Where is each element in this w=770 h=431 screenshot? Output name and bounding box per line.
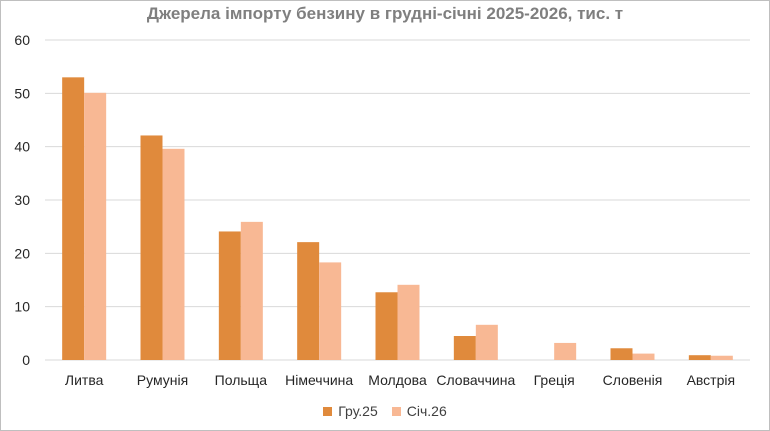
x-axis-ticks: Литва Румунія Польща Німеччина Молдова Словач… — [65, 372, 735, 388]
x-tick-label: Молдова — [368, 372, 427, 388]
bar-4-series-0 — [375, 292, 398, 360]
legend-label-series-0: Гру.25 — [338, 403, 378, 419]
x-tick-label: Польща — [215, 372, 268, 388]
y-axis-ticks: 0 10 20 30 40 50 60 — [14, 32, 30, 368]
bar-3-series-1 — [319, 262, 342, 360]
y-tick-label: 0 — [22, 352, 30, 368]
bar-7-series-1 — [632, 353, 655, 360]
bar-5-series-1 — [475, 324, 498, 360]
x-tick-label: Греція — [534, 372, 575, 388]
bars — [62, 77, 733, 361]
chart-title: Джерела імпорту бензину в грудні-січні 2… — [146, 4, 624, 23]
bar-0-series-1 — [84, 92, 107, 361]
y-tick-label: 10 — [14, 299, 30, 315]
bar-8-series-0 — [688, 355, 711, 360]
legend-item-series-0: Гру.25 — [323, 403, 378, 419]
bar-5-series-0 — [453, 336, 476, 360]
bar-3-series-0 — [297, 242, 320, 360]
legend-item-series-1: Січ.26 — [391, 403, 447, 419]
y-tick-label: 50 — [14, 85, 30, 101]
legend-swatch-series-1 — [391, 406, 401, 416]
bar-4-series-1 — [397, 284, 420, 360]
x-tick-label: Литва — [65, 372, 104, 388]
y-tick-label: 40 — [14, 139, 30, 155]
legend-swatch-series-0 — [323, 406, 333, 416]
y-tick-label: 30 — [14, 192, 30, 208]
bar-7-series-0 — [610, 348, 633, 360]
bar-0-series-0 — [62, 77, 85, 360]
bar-1-series-1 — [162, 148, 185, 360]
legend: Гру.25 Січ.26 — [0, 403, 770, 419]
x-tick-label: Австрія — [687, 372, 736, 388]
bar-2-series-1 — [240, 221, 263, 360]
x-tick-label: Румунія — [137, 372, 188, 388]
x-tick-label: Словаччина — [436, 372, 515, 388]
bar-1-series-0 — [140, 135, 163, 360]
y-tick-label: 20 — [14, 245, 30, 261]
legend-label-series-1: Січ.26 — [406, 403, 447, 419]
bar-8-series-1 — [710, 355, 733, 360]
bar-2-series-0 — [218, 231, 241, 360]
bar-6-series-1 — [554, 342, 577, 360]
y-tick-label: 60 — [14, 32, 30, 48]
x-tick-label: Німеччина — [285, 372, 353, 388]
x-tick-label: Словенія — [603, 372, 663, 388]
